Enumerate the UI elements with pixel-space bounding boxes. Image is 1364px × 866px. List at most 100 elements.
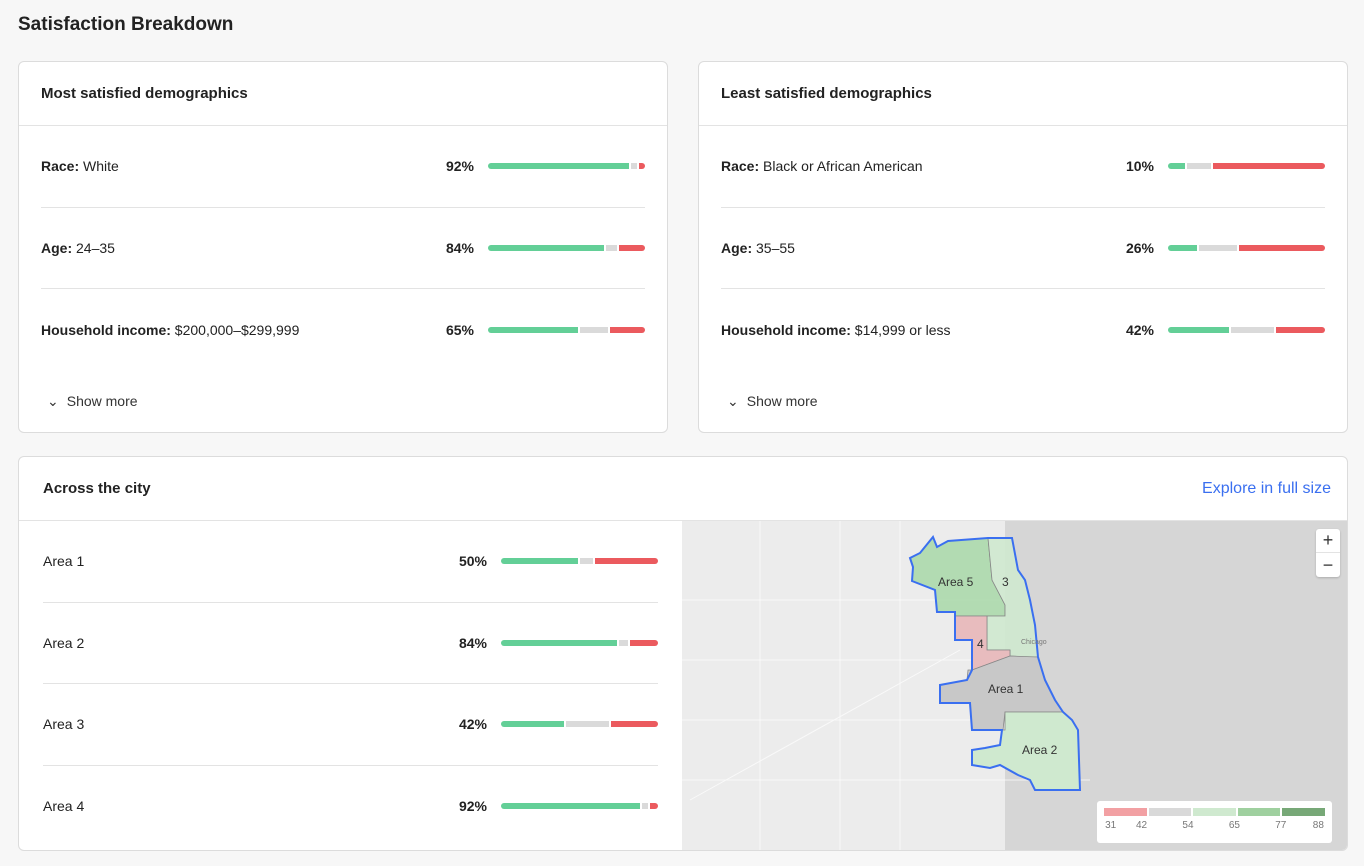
map-svg: Area 5 3 4 Area 1 Area 2 Chicago: [682, 521, 1347, 850]
area-rows: Area 1 50% Area 2 84% Area 3 42% Area 4 92%: [19, 521, 682, 847]
show-more-button[interactable]: ⌄ Show more: [19, 371, 667, 432]
chevron-down-icon: ⌄: [727, 392, 739, 409]
list-item: Age: 24–35 84%: [41, 208, 645, 289]
satisfaction-bar: [501, 558, 658, 565]
legend-tick: 31: [1105, 820, 1117, 831]
row-value: $14,999 or less: [854, 321, 951, 338]
map-legend: 31 42 54 65 77 88: [1097, 801, 1332, 843]
list-item: Area 4 92%: [43, 766, 659, 848]
area-5-label: Area 5: [938, 575, 974, 589]
zoom-controls: + −: [1316, 529, 1340, 577]
list-item: Area 2 84%: [43, 603, 659, 684]
negative-segment: [610, 721, 659, 728]
row-label: Age: 24–35: [41, 240, 434, 256]
list-item: Area 1 50%: [43, 521, 658, 603]
row-percent: 84%: [458, 634, 487, 651]
show-more-label: Show more: [66, 393, 138, 409]
row-percent: 42%: [1125, 321, 1154, 338]
list-item: Age: 35–55 26%: [721, 208, 1325, 289]
list-item: Household income: $14,999 or less 42%: [721, 289, 1325, 371]
row-value: Black or African American: [763, 158, 923, 175]
chevron-down-icon: ⌄: [47, 392, 59, 409]
positive-segment: [488, 326, 579, 333]
row-label: Area 2: [43, 635, 447, 651]
negative-segment: [1213, 163, 1325, 170]
negative-segment: [618, 244, 645, 251]
row-value: Area 3: [43, 716, 85, 733]
least-satisfied-card: Least satisfied demographics Race: Black…: [698, 61, 1348, 433]
legend-swatch: [1282, 808, 1325, 816]
row-percent: 10%: [1125, 158, 1154, 175]
row-label: Area 4: [43, 798, 447, 814]
row-value: White: [83, 158, 119, 175]
row-label: Area 3: [43, 716, 447, 732]
neutral-segment: [1199, 244, 1238, 251]
row-value: Area 4: [43, 798, 85, 815]
neutral-segment: [630, 163, 637, 170]
zoom-out-button[interactable]: −: [1322, 554, 1334, 575]
legend-tick: 65: [1228, 820, 1240, 831]
row-label: Household income: $200,000–$299,999: [41, 322, 434, 338]
negative-segment: [638, 163, 646, 170]
street-grid: [682, 521, 1090, 850]
across-city-card: Across the city Explore in full size Are…: [18, 456, 1348, 851]
positive-segment: [501, 558, 578, 565]
positive-segment: [1168, 163, 1185, 170]
row-key: Household income:: [721, 321, 851, 338]
legend-tick: 42: [1136, 820, 1148, 831]
row-percent: 92%: [458, 798, 487, 815]
positive-segment: [501, 803, 641, 810]
city-boundary: [908, 535, 1082, 791]
row-value: $200,000–$299,999: [174, 321, 300, 338]
neutral-segment: [1231, 326, 1275, 333]
satisfaction-bar: [1168, 326, 1325, 333]
positive-segment: [488, 244, 605, 251]
neutral-segment: [606, 244, 617, 251]
neutral-segment: [580, 326, 608, 333]
row-label: Household income: $14,999 or less: [721, 322, 1114, 338]
area-1-label: Area 1: [988, 682, 1024, 696]
list-item: Race: White 92%: [41, 126, 646, 208]
satisfaction-bar: [501, 721, 659, 728]
most-satisfied-card: Most satisfied demographics Race: White 9…: [18, 61, 668, 433]
legend-tick: 88: [1312, 820, 1324, 831]
row-value: 35–55: [756, 239, 795, 256]
negative-segment: [609, 326, 645, 333]
row-key: Age:: [41, 239, 73, 256]
row-percent: 42%: [458, 716, 487, 733]
legend-tick: 77: [1275, 820, 1287, 831]
row-label: Race: White: [41, 158, 434, 174]
row-value: Area 2: [43, 634, 85, 651]
legend-swatch: [1148, 808, 1192, 816]
row-label: Area 1: [43, 553, 447, 569]
neutral-segment: [619, 639, 629, 646]
satisfaction-bar: [488, 244, 645, 251]
negative-segment: [595, 558, 658, 565]
area-3-label: 3: [1002, 575, 1009, 589]
row-key: Household income:: [41, 321, 171, 338]
neutral-segment: [1186, 163, 1212, 170]
zoom-in-button[interactable]: +: [1316, 529, 1340, 553]
chicago-label: Chicago: [1021, 639, 1047, 646]
list-item: Race: Black or African American 10%: [721, 126, 1325, 208]
explore-full-size-link[interactable]: Explore in full size: [1202, 479, 1331, 497]
neutral-segment: [565, 721, 609, 728]
row-key: Age:: [721, 239, 753, 256]
legend-swatch: [1104, 808, 1147, 816]
row-value: 24–35: [76, 239, 115, 256]
positive-segment: [488, 163, 629, 170]
row-key: Race:: [721, 158, 760, 175]
page-title: Satisfaction Breakdown: [18, 14, 234, 35]
satisfaction-bar: [501, 639, 659, 646]
negative-segment: [1239, 244, 1325, 251]
area-2-label: Area 2: [1022, 743, 1058, 757]
positive-segment: [501, 721, 564, 728]
lake-michigan: [1005, 521, 1347, 850]
legend-swatch: [1193, 808, 1236, 816]
row-percent: 50%: [458, 553, 487, 570]
neutral-segment: [642, 803, 649, 810]
city-map[interactable]: Area 5 3 4 Area 1 Area 2 Chicago + − 31 4…: [682, 521, 1347, 850]
satisfaction-bar: [1168, 163, 1325, 170]
area-4-label: 4: [977, 637, 984, 651]
show-more-button[interactable]: ⌄ Show more: [699, 371, 1347, 432]
